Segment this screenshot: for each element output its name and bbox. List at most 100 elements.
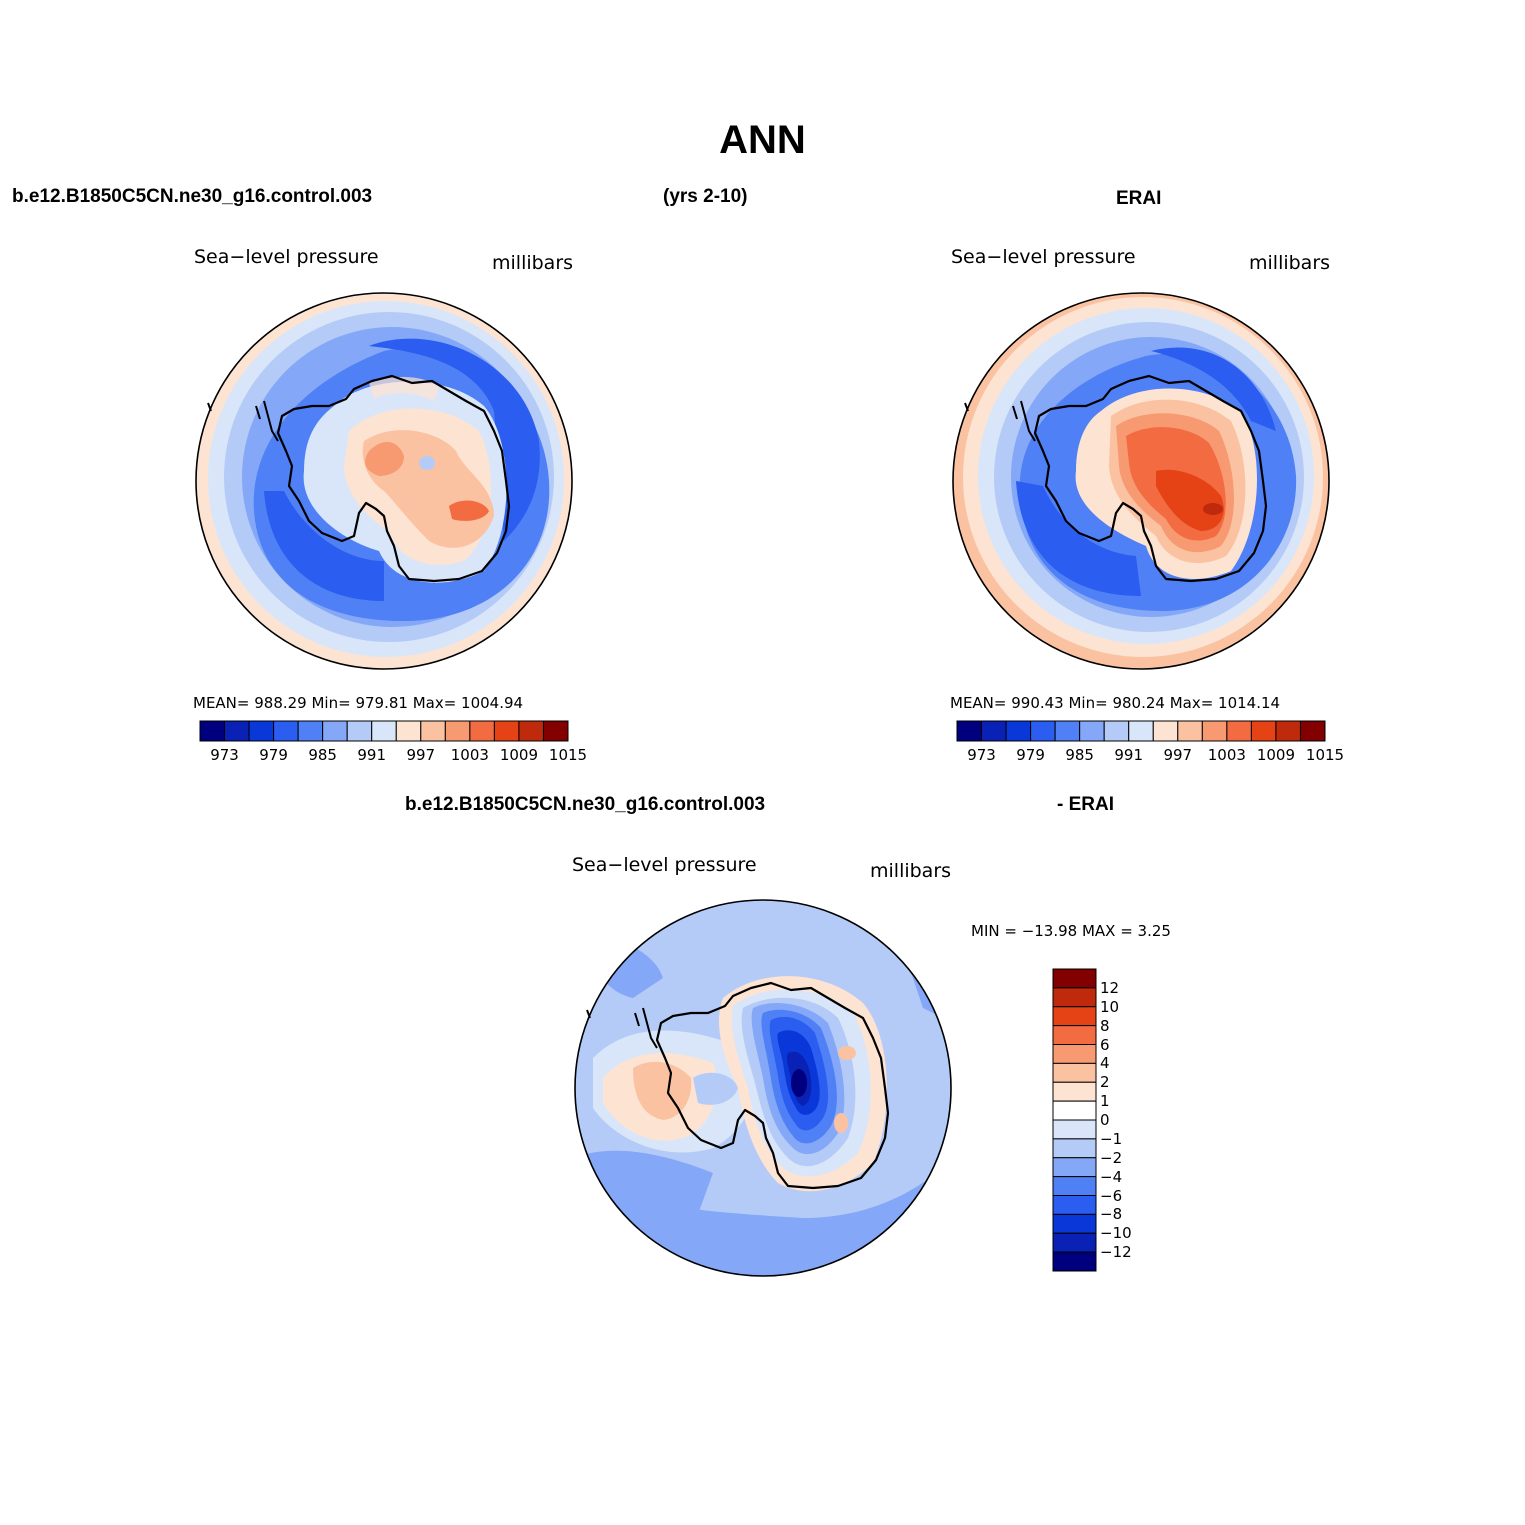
obs-stats: MEAN= 990.43 Min= 980.24 Max= 1014.14 (950, 694, 1281, 712)
obs-units-label: millibars (1249, 252, 1331, 274)
model-colorbar-swatch (420, 720, 446, 742)
diff-colorbar-tick-label: 10 (1100, 997, 1120, 1016)
model-colorbar-swatch (518, 720, 544, 742)
obs-colorbar-tick-label: 985 (1065, 746, 1094, 764)
model-colorbar-labels: 973 979 985 991 997 1003 1009 1015 (200, 746, 587, 766)
diff-colorbar-tick-label: 12 (1100, 978, 1120, 997)
diff-colorbar-swatch (1052, 1006, 1097, 1027)
diff-units-label: millibars (870, 860, 952, 882)
diff-colorbar-swatch (1052, 1119, 1097, 1140)
obs-colorbar-swatch (1152, 720, 1179, 742)
diff-colorbar-swatch (1052, 1081, 1097, 1102)
diff-colorbar-swatch (1052, 1062, 1097, 1083)
obs-colorbar-tick-label: 997 (1163, 746, 1193, 764)
diff-colorbar-swatch (1052, 1176, 1097, 1197)
obs-polar-map (952, 292, 1330, 670)
diff-colorbar-tick-label: −6 (1100, 1186, 1123, 1205)
diff-colorbar (1052, 968, 1097, 1272)
obs-colorbar-swatch (956, 720, 983, 742)
model-colorbar-swatch (199, 720, 226, 742)
obs-colorbar-swatch (1128, 720, 1154, 742)
obs-colorbar-tick-label: 973 (967, 746, 996, 764)
diff-colorbar-tick-label: 6 (1100, 1035, 1110, 1054)
diff-colorbar-swatch (1052, 1025, 1097, 1046)
diff-colorbar-swatch (1052, 1213, 1097, 1234)
diff-colorbar-swatch (1052, 1157, 1097, 1178)
diff-colorbar-tick-label: 2 (1100, 1073, 1110, 1092)
model-colorbar-swatch (469, 720, 495, 742)
obs-colorbar-tick-label: 991 (1114, 746, 1144, 764)
diff-colorbar-swatch (1052, 987, 1097, 1008)
diff-obs-header: - ERAI (1057, 794, 1114, 815)
diff-colorbar-tick-label: 0 (1100, 1111, 1110, 1129)
model-colorbar-tick-label: 1009 (499, 746, 539, 764)
obs-colorbar-swatch (1030, 720, 1056, 742)
model-colorbar-tick-label: 1003 (450, 746, 489, 764)
model-colorbar-tick-label: 985 (308, 746, 337, 764)
obs-colorbar-tick-label: 1015 (1305, 746, 1345, 764)
model-colorbar-tick-label: 973 (210, 746, 239, 764)
diff-colorbar-tick-label: 4 (1100, 1054, 1110, 1073)
model-colorbar-swatch (444, 720, 471, 742)
model-colorbar-tick-label: 979 (259, 746, 288, 764)
diff-colorbar-swatch (1052, 1138, 1097, 1159)
diff-stats: MIN = −13.98 MAX = 3.25 (971, 922, 1171, 940)
model-colorbar-swatch (542, 720, 569, 742)
figure-title: ANN (719, 118, 806, 162)
model-stats: MEAN= 988.29 Min= 979.81 Max= 1004.94 (193, 694, 524, 712)
diff-colorbar-labels: 12 10 8 6 4 2 1 0 −1 −2 −4 −6 −8 −10 −12 (1100, 968, 1160, 1274)
model-colorbar-swatch (322, 720, 348, 742)
obs-colorbar-swatch (1005, 720, 1032, 742)
model-colorbar-tick-label: 997 (406, 746, 436, 764)
obs-colorbar-swatch (1201, 720, 1228, 742)
obs-colorbar-swatch (1054, 720, 1081, 742)
diff-colorbar-tick-label: −1 (1100, 1129, 1123, 1148)
diff-colorbar-tick-label: −4 (1100, 1167, 1123, 1186)
diff-colorbar-tick-label: −8 (1100, 1205, 1123, 1224)
diff-colorbar-tick-label: −2 (1100, 1148, 1123, 1167)
obs-colorbar-swatch (1177, 720, 1203, 742)
diff-polar-map (574, 899, 952, 1277)
obs-colorbar-tick-label: 1003 (1207, 746, 1246, 764)
diff-colorbar-tick-label: 8 (1100, 1016, 1110, 1035)
model-colorbar-swatch (297, 720, 324, 742)
years-header: (yrs 2-10) (663, 186, 748, 207)
diff-case-header: b.e12.B1850C5CN.ne30_g16.control.003 (405, 794, 766, 815)
model-polar-map (195, 292, 573, 670)
model-colorbar-swatch (224, 720, 250, 742)
obs-colorbar-tick-label: 979 (1016, 746, 1045, 764)
obs-colorbar-tick-label: 1009 (1256, 746, 1296, 764)
obs-colorbar-swatch (1103, 720, 1130, 742)
diff-colorbar-tick-label: −10 (1100, 1224, 1132, 1243)
model-variable-label: Sea−level pressure (194, 246, 379, 268)
diff-colorbar-swatch (1052, 1232, 1097, 1253)
obs-colorbar-swatch (1299, 720, 1326, 742)
diff-colorbar-swatch (1052, 1251, 1097, 1272)
case-name-header: b.e12.B1850C5CN.ne30_g16.control.003 (12, 186, 373, 207)
model-colorbar-swatch (273, 720, 299, 742)
model-colorbar-tick-label: 991 (357, 746, 387, 764)
obs-colorbar-swatch (1079, 720, 1105, 742)
model-colorbar-swatch (346, 720, 373, 742)
diff-colorbar-swatch (1052, 1100, 1097, 1121)
model-units-label: millibars (492, 252, 574, 274)
diff-colorbar-tick-label: 1 (1100, 1092, 1110, 1111)
model-colorbar-swatch (371, 720, 397, 742)
obs-colorbar (956, 720, 1326, 742)
diff-variable-label: Sea−level pressure (572, 854, 757, 876)
obs-colorbar-swatch (1250, 720, 1277, 742)
diff-colorbar-swatch (1052, 1044, 1097, 1064)
obs-colorbar-labels: 973 979 985 991 997 1003 1009 1015 (957, 746, 1344, 766)
obs-header: ERAI (1116, 188, 1162, 209)
model-colorbar (199, 720, 569, 742)
obs-colorbar-swatch (981, 720, 1007, 742)
model-colorbar-swatch (248, 720, 275, 742)
diff-colorbar-swatch (1052, 968, 1097, 989)
diff-colorbar-swatch (1052, 1195, 1097, 1215)
model-colorbar-swatch (395, 720, 422, 742)
model-colorbar-tick-label: 1015 (548, 746, 588, 764)
obs-colorbar-swatch (1275, 720, 1301, 742)
obs-variable-label: Sea−level pressure (951, 246, 1136, 268)
diff-colorbar-tick-label: −12 (1100, 1243, 1132, 1262)
model-colorbar-swatch (493, 720, 520, 742)
